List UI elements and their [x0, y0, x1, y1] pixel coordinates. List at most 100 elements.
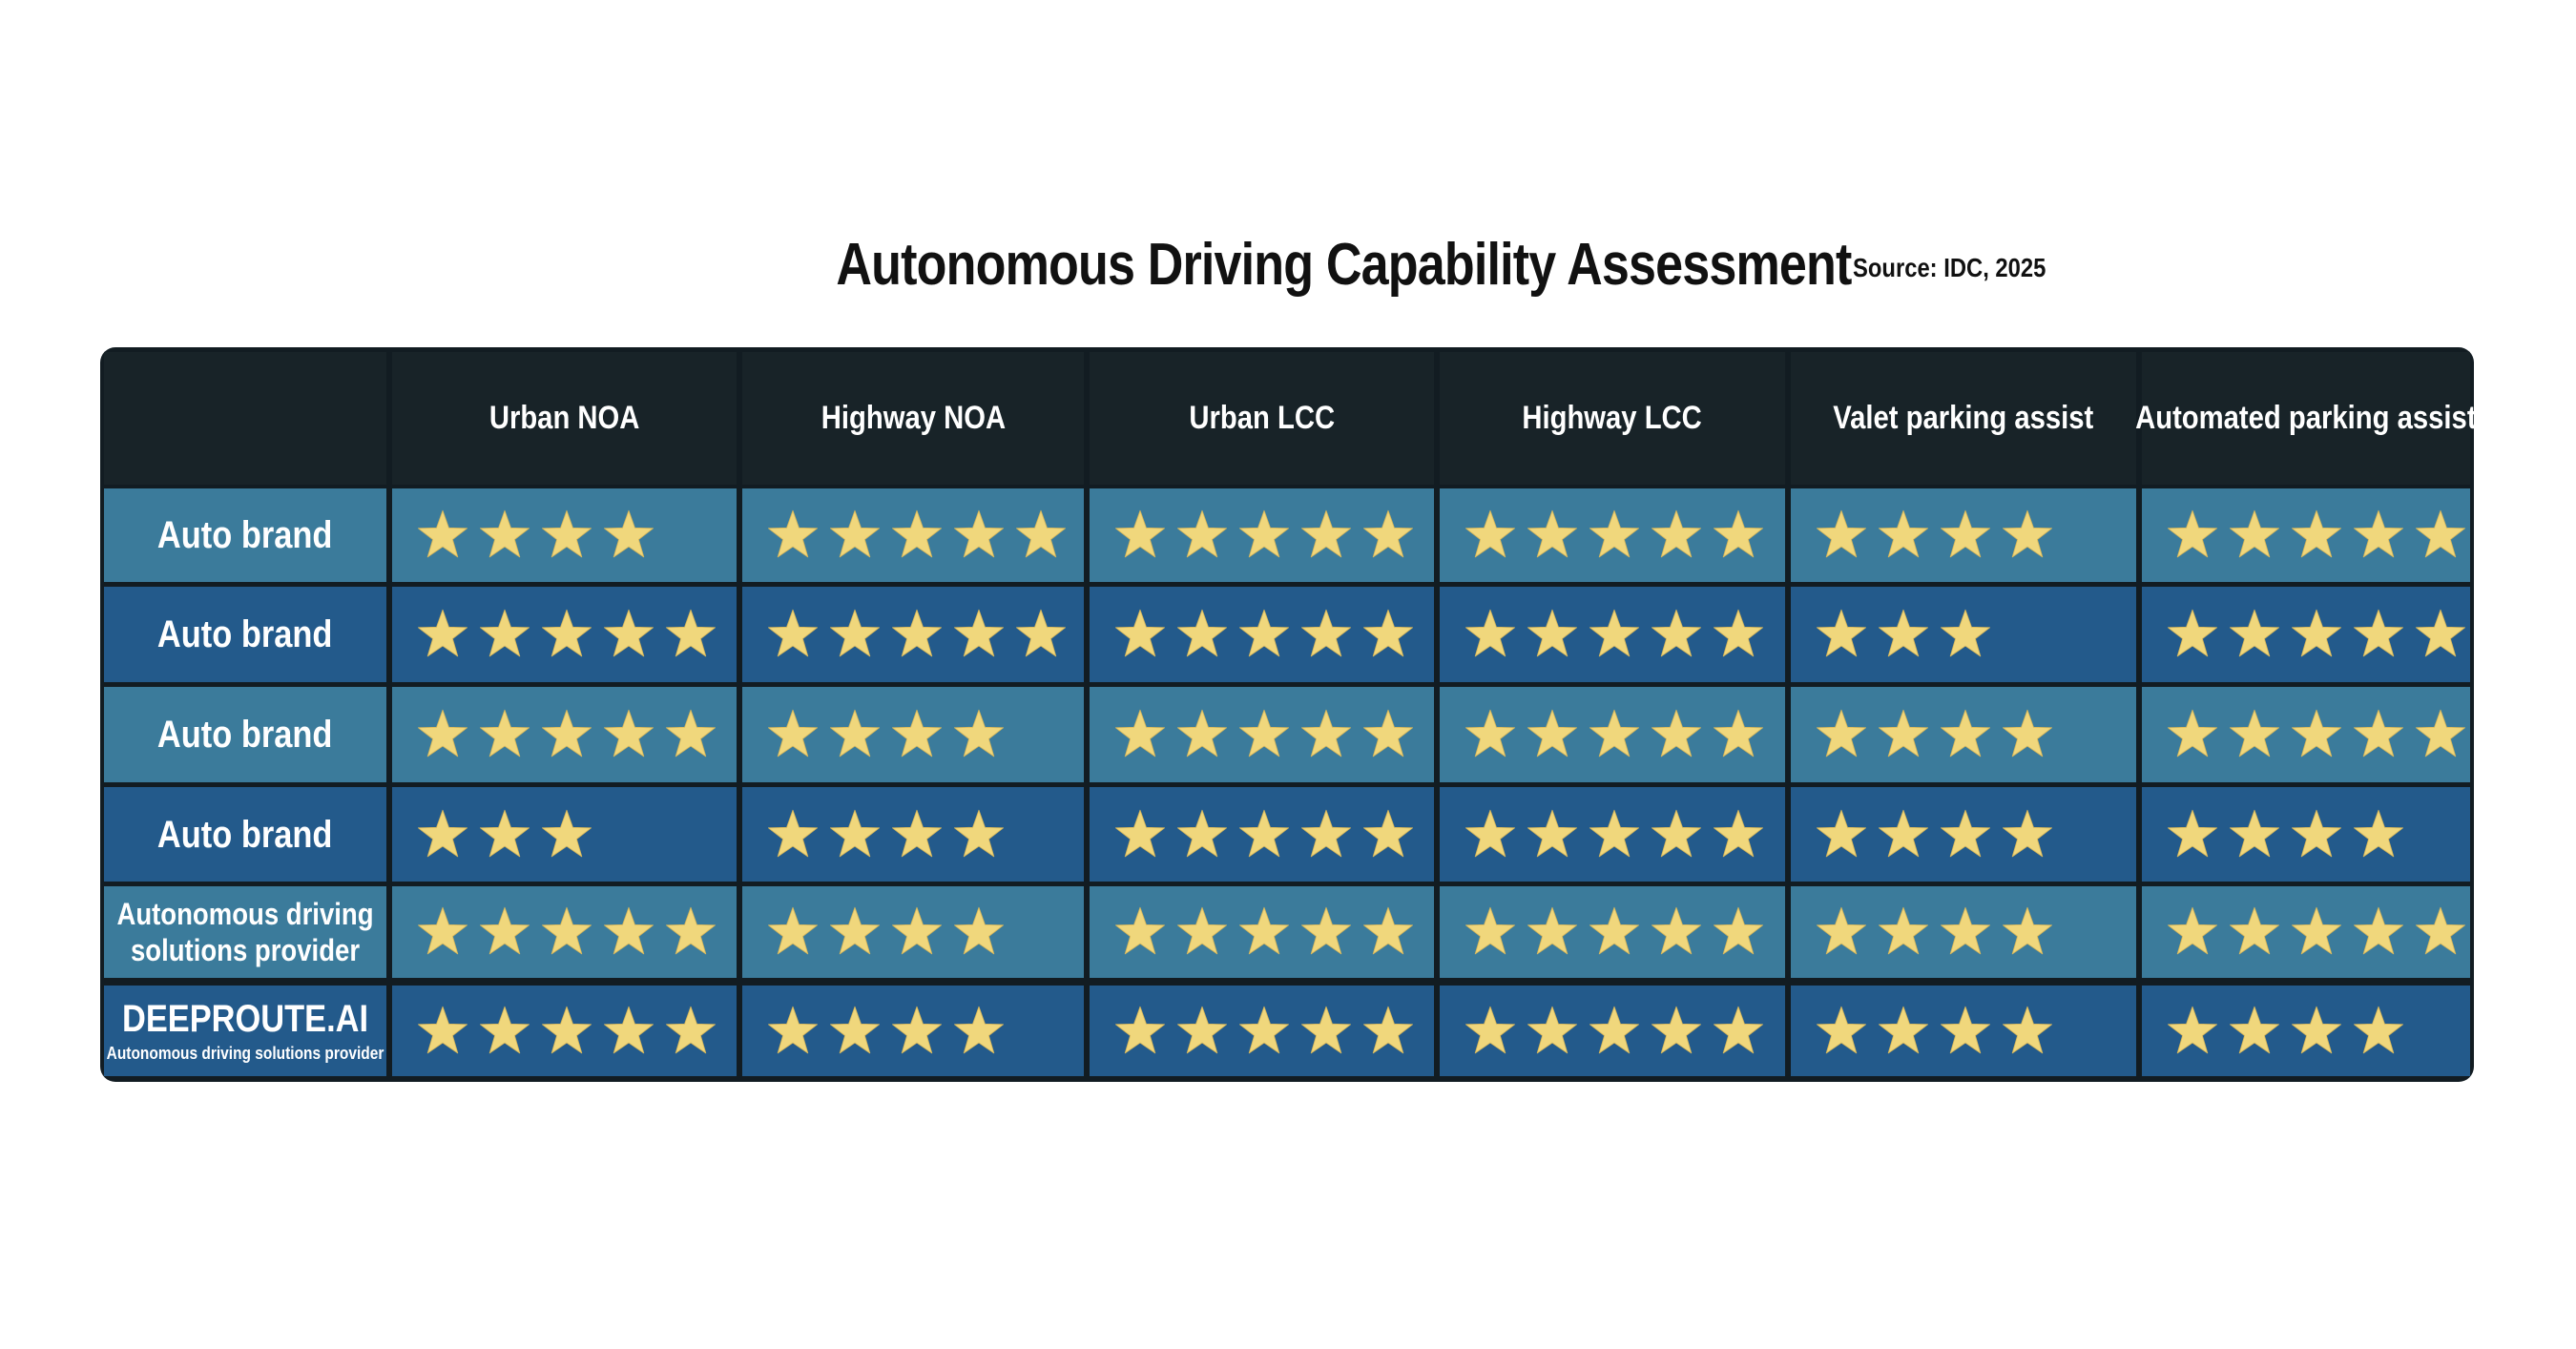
star-icon: [542, 906, 592, 955]
star-icon: [1589, 709, 1639, 758]
star-icon: [1465, 906, 1515, 955]
star-icon: [2416, 609, 2465, 657]
rating-cell: [1440, 787, 1785, 882]
rating-cell: [1090, 787, 1434, 882]
star-icon: [954, 709, 1004, 758]
star-icon: [1527, 709, 1577, 758]
star-icon: [2354, 1006, 2403, 1053]
star-icon: [1363, 906, 1413, 955]
star-icon: [1652, 1006, 1701, 1053]
star-icon: [418, 509, 467, 558]
star-icon: [1363, 1006, 1413, 1053]
column-header: Highway NOA: [742, 352, 1084, 485]
star-icon: [418, 709, 467, 758]
rating-cell: [1090, 488, 1434, 582]
star-icon: [1465, 509, 1515, 558]
star-icon: [954, 609, 1004, 657]
star-icon: [2003, 809, 2052, 857]
star-icon: [1115, 509, 1165, 558]
star-icon: [1714, 809, 1763, 857]
row-label: Auto brand: [104, 787, 386, 882]
star-icon: [418, 809, 467, 857]
star-icon: [2168, 1006, 2217, 1053]
star-icon: [1714, 906, 1763, 955]
star-icon: [480, 509, 530, 558]
star-icon: [2230, 509, 2279, 558]
star-icon: [2230, 709, 2279, 758]
row-label-text: Autonomous driving solutions provider: [116, 896, 374, 967]
star-icon: [1301, 809, 1351, 857]
rating-cell: [2142, 986, 2470, 1076]
star-icon: [2354, 509, 2403, 558]
column-header-label: Valet parking assist: [1833, 400, 2094, 436]
star-icon: [604, 906, 654, 955]
star-icon: [1652, 906, 1701, 955]
rating-cell: [1440, 687, 1785, 782]
star-icon: [542, 509, 592, 558]
star-icon: [830, 906, 880, 955]
star-icon: [1589, 809, 1639, 857]
star-icon: [2230, 906, 2279, 955]
star-icon: [2292, 1006, 2341, 1053]
star-icon: [2168, 709, 2217, 758]
rating-cell: [2142, 488, 2470, 582]
star-icon: [480, 906, 530, 955]
star-icon: [418, 609, 467, 657]
rating-cell: [1090, 587, 1434, 682]
star-icon: [2292, 709, 2341, 758]
star-icon: [892, 709, 942, 758]
rating-cell: [2142, 787, 2470, 882]
star-icon: [1177, 609, 1227, 657]
star-icon: [1016, 509, 1066, 558]
star-icon: [1177, 906, 1227, 955]
star-icon: [1016, 609, 1066, 657]
rating-cell: [1440, 986, 1785, 1076]
chart-title: Autonomous Driving Capability Assessment: [836, 232, 1852, 298]
rating-cell: [742, 986, 1084, 1076]
star-icon: [1941, 1006, 1990, 1053]
rating-cell: [1440, 587, 1785, 682]
rating-cell: [392, 488, 737, 582]
star-icon: [1941, 609, 1990, 657]
star-icon: [666, 609, 716, 657]
row-label: Auto brand: [104, 687, 386, 782]
star-icon: [418, 906, 467, 955]
column-header: Valet parking assist: [1791, 352, 2136, 485]
star-icon: [1465, 809, 1515, 857]
star-icon: [1465, 709, 1515, 758]
star-icon: [1714, 509, 1763, 558]
star-icon: [2292, 609, 2341, 657]
star-icon: [1363, 609, 1413, 657]
star-icon: [1652, 709, 1701, 758]
star-icon: [954, 1006, 1004, 1053]
star-icon: [1527, 906, 1577, 955]
star-icon: [1589, 509, 1639, 558]
row-label-text: Auto brand: [157, 813, 333, 856]
rating-cell: [392, 986, 737, 1076]
star-icon: [1239, 1006, 1289, 1053]
source-note: Source: IDC, 2025: [1853, 253, 2046, 282]
star-icon: [2230, 1006, 2279, 1053]
star-icon: [2003, 509, 2052, 558]
star-icon: [542, 809, 592, 857]
star-icon: [1465, 1006, 1515, 1053]
star-icon: [1527, 1006, 1577, 1053]
star-icon: [1714, 609, 1763, 657]
star-icon: [1115, 809, 1165, 857]
rating-cell: [1440, 488, 1785, 582]
star-icon: [604, 509, 654, 558]
star-icon: [1177, 509, 1227, 558]
star-icon: [1239, 906, 1289, 955]
row-label-text: Auto brand: [157, 514, 333, 556]
column-header: Highway LCC: [1440, 352, 1785, 485]
row-label: Auto brand: [104, 488, 386, 582]
star-icon: [418, 1006, 467, 1053]
star-icon: [542, 709, 592, 758]
star-icon: [830, 509, 880, 558]
star-icon: [1941, 906, 1990, 955]
star-icon: [1527, 509, 1577, 558]
star-icon: [2354, 809, 2403, 857]
star-icon: [480, 809, 530, 857]
rating-cell: [2142, 886, 2470, 978]
star-icon: [954, 509, 1004, 558]
